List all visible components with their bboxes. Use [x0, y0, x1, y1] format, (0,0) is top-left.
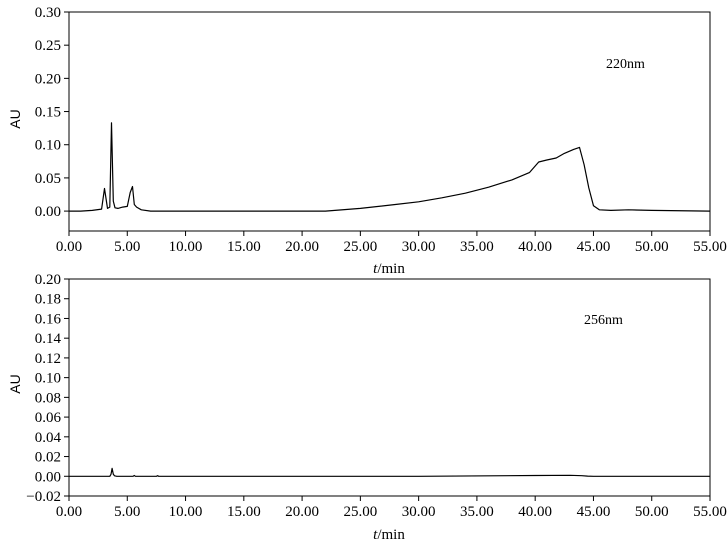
- y-tick-label: 0.15: [35, 105, 61, 121]
- x-tick-label: 35.00: [460, 239, 494, 255]
- x-tick-label: 10.00: [169, 239, 203, 255]
- x-tick-label: 55.00: [693, 239, 727, 255]
- x-axis-label: t/min: [373, 261, 405, 277]
- x-ticks: 0.00 5.00 10.00 15.00 20.00 25.00 30.00 35.00 40…: [56, 231, 727, 255]
- plot-frame: [68, 278, 711, 497]
- x-tick-label: 40.00: [518, 504, 552, 520]
- y-tick-label: 0.20: [35, 272, 61, 288]
- y-tick-label: 0.05: [35, 171, 61, 187]
- y-tick-label: 0.18: [35, 292, 61, 308]
- chromatogram-trace: [69, 122, 711, 212]
- y-ticks: 0.00 0.05 0.10 0.15 0.20 0.25 0.30: [35, 5, 69, 220]
- x-axis-label: t/min: [373, 527, 405, 543]
- y-axis-label: AU: [7, 109, 23, 128]
- wavelength-label: 256nm: [584, 313, 623, 328]
- y-tick-label: 0.12: [35, 351, 61, 367]
- x-tick-label: 0.00: [56, 504, 82, 520]
- x-tick-label: 20.00: [285, 239, 319, 255]
- x-tick-label: 15.00: [227, 504, 261, 520]
- y-tick-label: 0.14: [35, 331, 62, 347]
- x-tick-label: 50.00: [635, 239, 669, 255]
- y-ticks: −0.02 0.00 0.02 0.04 0.06 0.08 0.10 0.12 0.14 0.1…: [26, 272, 69, 505]
- x-tick-label: 45.00: [577, 239, 611, 255]
- x-tick-label: 20.00: [285, 504, 319, 520]
- y-axis-label: AU: [7, 374, 23, 393]
- x-tick-label: 30.00: [402, 239, 436, 255]
- x-tick-label: 5.00: [114, 504, 140, 520]
- y-tick-label: 0.16: [35, 311, 62, 327]
- x-ticks: 0.00 5.00 10.00 15.00 20.00 25.00 30.00 35.00 40…: [56, 496, 727, 520]
- y-tick-label: 0.00: [35, 204, 61, 220]
- x-tick-label: 35.00: [460, 504, 494, 520]
- y-tick-label: 0.10: [35, 371, 61, 387]
- x-tick-label: 25.00: [343, 239, 377, 255]
- chromatogram-trace: [69, 467, 710, 477]
- y-tick-label: 0.06: [35, 410, 62, 426]
- wavelength-label: 220nm: [606, 57, 645, 72]
- x-tick-label: 25.00: [343, 504, 377, 520]
- y-tick-label: 0.25: [35, 38, 61, 54]
- chart-220nm: 0.00 5.00 10.00 15.00 20.00 25.00 30.00 35.00 40…: [7, 5, 727, 277]
- x-tick-label: 15.00: [227, 239, 261, 255]
- x-tick-label: 50.00: [635, 504, 669, 520]
- y-tick-label: 0.00: [35, 469, 61, 485]
- y-tick-label: −0.02: [26, 489, 61, 505]
- x-tick-label: 30.00: [402, 504, 436, 520]
- y-tick-label: 0.20: [35, 71, 61, 87]
- x-tick-label: 55.00: [693, 504, 727, 520]
- y-tick-label: 0.02: [35, 450, 61, 466]
- x-tick-label: 10.00: [169, 504, 203, 520]
- y-tick-label: 0.04: [35, 430, 62, 446]
- plot-frame: [68, 11, 711, 232]
- y-tick-label: 0.30: [35, 5, 61, 21]
- x-tick-label: 0.00: [56, 239, 82, 255]
- y-tick-label: 0.08: [35, 390, 61, 406]
- chart-256nm: 0.00 5.00 10.00 15.00 20.00 25.00 30.00 35.00 40…: [7, 272, 727, 543]
- x-tick-label: 5.00: [114, 239, 140, 255]
- x-tick-label: 45.00: [577, 504, 611, 520]
- y-tick-label: 0.10: [35, 138, 61, 154]
- x-tick-label: 40.00: [518, 239, 552, 255]
